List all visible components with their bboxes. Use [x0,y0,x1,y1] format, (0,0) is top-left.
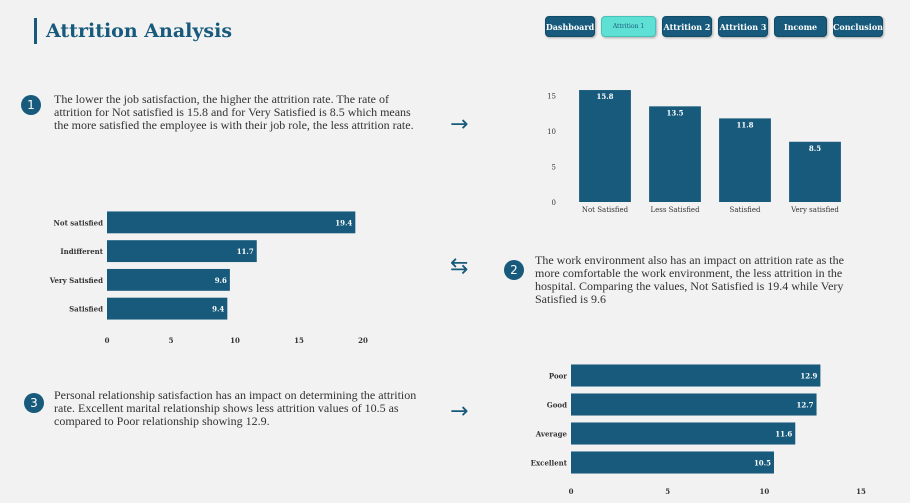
x-tick-label: 0 [105,336,110,345]
bar [571,364,821,387]
right-arrow-icon: → [450,399,469,424]
y-tick-label: 15 [547,93,556,101]
data-label: 15.8 [596,92,613,101]
work-environment-bar-chart: 19.4 Not satisfied 11.7 Indifferent 9.6 Very … [49,211,368,345]
relationship-satisfaction-bar-chart: 12.9 Poor 12.7 Good 11.6 Average 10.5 Excellent… [531,364,866,496]
swap-arrows-icon: ⇆ [450,254,469,279]
data-label: 11.8 [736,120,753,129]
y-tick-label: 5 [552,164,556,172]
data-label: 9.6 [215,276,227,285]
bar [719,118,771,202]
x-tick-label: 10 [230,336,240,345]
bar [107,268,230,291]
x-tick-label: 10 [759,487,769,496]
y-tick-label: Poor [549,372,567,381]
data-label: 11.7 [237,247,254,256]
bar [107,297,228,320]
top-navigation: Dashboard Attrition 1 Attrition 2 Attrit… [545,16,889,37]
y-tick-label: Average [535,430,568,439]
bar [789,141,841,202]
x-tick-label: 20 [358,336,368,345]
data-label: 19.4 [335,218,352,227]
insight-number-badge: 2 [504,260,524,280]
insight-2-text: The work environment also has an impact … [535,253,844,306]
right-arrow-icon: → [450,112,469,137]
y-tick-label: Good [547,401,567,410]
bar [579,90,631,202]
x-tick-label: 15 [294,336,304,345]
bar [649,106,701,202]
x-tick-label: 15 [856,487,866,496]
nav-button-attrition-2[interactable]: Attrition 2 [662,16,712,37]
insight-number-badge: 3 [24,393,44,413]
x-tick-label: 5 [169,336,174,345]
y-tick-label: 0 [552,199,556,207]
nav-button-attrition-1[interactable]: Attrition 1 [601,16,656,37]
data-label: 9.4 [212,305,224,314]
page-title: Attrition Analysis [46,20,233,42]
data-label: 11.6 [775,430,792,439]
data-label: 12.7 [796,401,813,410]
insight-1-text: The lower the job satisfaction, the high… [54,92,414,132]
x-tick-label: Very satisfied [790,206,839,214]
y-tick-label: Excellent [531,459,568,468]
data-label: 13.5 [666,108,683,117]
x-tick-label: Not Satisfied [582,206,629,214]
bar [107,211,356,234]
x-tick-label: 5 [665,487,670,496]
x-tick-label: Less Satisfied [650,206,700,214]
y-tick-label: Indifferent [60,247,103,256]
data-label: 8.5 [809,144,821,153]
nav-button-attrition-3[interactable]: Attrition 3 [718,16,768,37]
title-accent-rule [34,18,37,44]
bar [571,422,796,445]
insight-3-text: Personal relationship satisfaction has a… [54,388,417,428]
data-label: 10.5 [754,459,771,468]
y-tick-label: Very Satisfied [49,276,103,285]
bar [571,393,817,416]
nav-button-dashboard[interactable]: Dashboard [545,16,595,37]
nav-button-income[interactable]: Income [774,16,827,37]
data-label: 12.9 [800,372,817,381]
y-tick-label: Satisfied [69,305,103,314]
bar [571,451,774,474]
x-tick-label: Satisfied [730,206,761,214]
page-header: Attrition Analysis [34,18,232,44]
nav-button-conclusion[interactable]: Conclusion [833,16,883,37]
insight-number-badge: 1 [21,95,41,115]
x-tick-label: 0 [569,487,574,496]
bar [107,240,257,263]
y-tick-label: 10 [547,128,556,136]
y-tick-label: Not satisfied [54,218,104,227]
job-satisfaction-bar-chart: 0 5 10 15 15.8 Not Satisfied 13.5 Less Satisfie… [547,90,841,214]
